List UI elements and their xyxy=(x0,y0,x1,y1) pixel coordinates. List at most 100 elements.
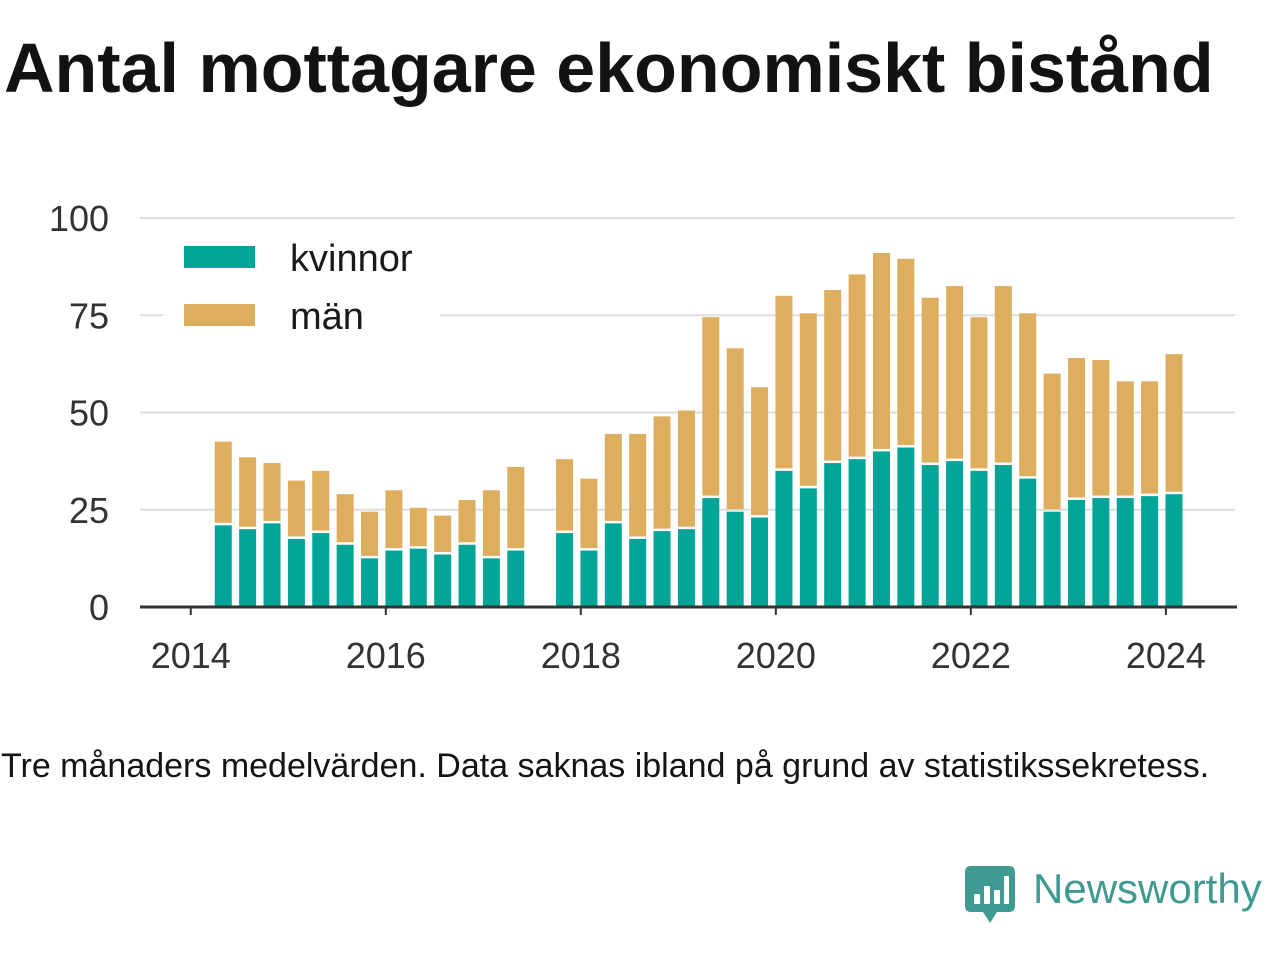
legend-swatch-man xyxy=(184,304,255,326)
bar-kvinnor xyxy=(239,529,257,607)
bar-man xyxy=(726,348,744,510)
bar-man xyxy=(702,317,720,496)
bars xyxy=(214,253,1183,607)
bar-man xyxy=(1165,354,1183,492)
y-tick-label: 100 xyxy=(49,198,109,239)
x-tick-label: 2016 xyxy=(346,635,426,676)
bar-kvinnor xyxy=(872,451,890,607)
bar-man xyxy=(824,289,842,461)
bar-man xyxy=(239,457,257,527)
bar-kvinnor xyxy=(580,550,598,607)
brand-name: Newsworthy xyxy=(1033,864,1262,912)
y-tick-label: 0 xyxy=(89,587,109,628)
bar-man xyxy=(263,463,281,521)
bar-kvinnor xyxy=(726,511,744,607)
bar-kvinnor xyxy=(824,463,842,607)
bar-kvinnor xyxy=(556,533,574,607)
bar-kvinnor xyxy=(629,538,647,607)
logo-bar xyxy=(984,886,990,904)
y-tick-label: 75 xyxy=(69,295,109,336)
bar-man xyxy=(848,274,866,457)
bar-man xyxy=(1019,313,1037,477)
bar-kvinnor xyxy=(1043,511,1061,607)
bar-man xyxy=(556,459,574,531)
newsworthy-logo-icon xyxy=(965,866,1015,923)
bar-man xyxy=(653,416,671,529)
bar-man xyxy=(312,470,330,531)
bar-kvinnor xyxy=(312,533,330,607)
bar-kvinnor xyxy=(751,517,769,607)
bar-man xyxy=(946,286,964,459)
bar-kvinnor xyxy=(653,531,671,607)
bar-man xyxy=(214,441,232,523)
bar-kvinnor xyxy=(434,554,452,607)
bar-man xyxy=(287,480,305,537)
bar-kvinnor xyxy=(385,550,403,607)
bar-man xyxy=(1067,358,1085,498)
bar-man xyxy=(458,500,476,543)
bar-man xyxy=(604,433,622,521)
logo-bar xyxy=(1004,876,1009,904)
bar-man xyxy=(507,466,525,549)
bar-kvinnor xyxy=(458,544,476,607)
newsworthy-logo: Newsworthy xyxy=(965,864,1270,924)
bar-man xyxy=(409,507,427,547)
bar-kvinnor xyxy=(1067,500,1085,607)
bar-man xyxy=(580,478,598,549)
bar-man xyxy=(385,490,403,549)
bar-kvinnor xyxy=(361,558,379,607)
bar-kvinnor xyxy=(775,470,793,607)
y-tick-label: 50 xyxy=(69,393,109,434)
x-tick-label: 2014 xyxy=(151,635,231,676)
chart: kvinnor män 0 25 50 75 100 2014 2016 2018 2020 20… xyxy=(49,198,1237,676)
bar-man xyxy=(336,494,354,543)
bar-kvinnor xyxy=(482,558,500,607)
x-tick-label: 2018 xyxy=(541,635,621,676)
bar-kvinnor xyxy=(994,465,1012,607)
bar-kvinnor xyxy=(702,498,720,607)
chart-title: Antal mottagare ekonomiskt bistånd xyxy=(4,29,1214,107)
bar-man xyxy=(677,410,695,527)
bar-kvinnor xyxy=(1019,478,1037,607)
bar-man xyxy=(897,258,915,446)
bar-kvinnor xyxy=(677,529,695,607)
legend: kvinnor män xyxy=(163,228,440,345)
bar-man xyxy=(1141,381,1159,494)
bar-man xyxy=(994,286,1012,463)
bar-kvinnor xyxy=(1116,498,1134,607)
bar-kvinnor xyxy=(287,538,305,607)
bar-man xyxy=(751,387,769,516)
bar-kvinnor xyxy=(799,488,817,607)
bar-man xyxy=(799,313,817,486)
y-tick-label: 25 xyxy=(69,490,109,531)
bar-man xyxy=(434,515,452,552)
legend-label-kvinnor: kvinnor xyxy=(290,238,413,280)
bar-kvinnor xyxy=(214,525,232,607)
bar-kvinnor xyxy=(604,523,622,607)
bar-kvinnor xyxy=(1141,496,1159,607)
bar-kvinnor xyxy=(336,544,354,607)
bar-kvinnor xyxy=(946,461,964,607)
bar-kvinnor xyxy=(507,550,525,607)
x-tick-label: 2024 xyxy=(1126,635,1206,676)
bar-man xyxy=(921,297,939,463)
axes: 0 25 50 75 100 2014 2016 2018 2020 2022 2024 xyxy=(49,198,1237,676)
bar-man xyxy=(1092,359,1110,496)
logo-bar xyxy=(974,894,980,904)
bar-kvinnor xyxy=(921,465,939,607)
legend-label-man: män xyxy=(290,296,364,338)
bar-kvinnor xyxy=(263,523,281,607)
bar-man xyxy=(872,253,890,449)
logo-bar xyxy=(994,890,1000,904)
bar-man xyxy=(970,317,988,469)
footnote: Tre månaders medelvärden. Data saknas ib… xyxy=(1,747,1210,785)
legend-swatch-kvinnor xyxy=(184,246,255,268)
bar-man xyxy=(775,295,793,469)
bar-man xyxy=(482,490,500,556)
bar-kvinnor xyxy=(1165,494,1183,607)
bar-man xyxy=(1116,381,1134,496)
bar-kvinnor xyxy=(970,470,988,607)
bar-man xyxy=(361,511,379,556)
bar-kvinnor xyxy=(409,548,427,607)
bar-kvinnor xyxy=(897,447,915,607)
